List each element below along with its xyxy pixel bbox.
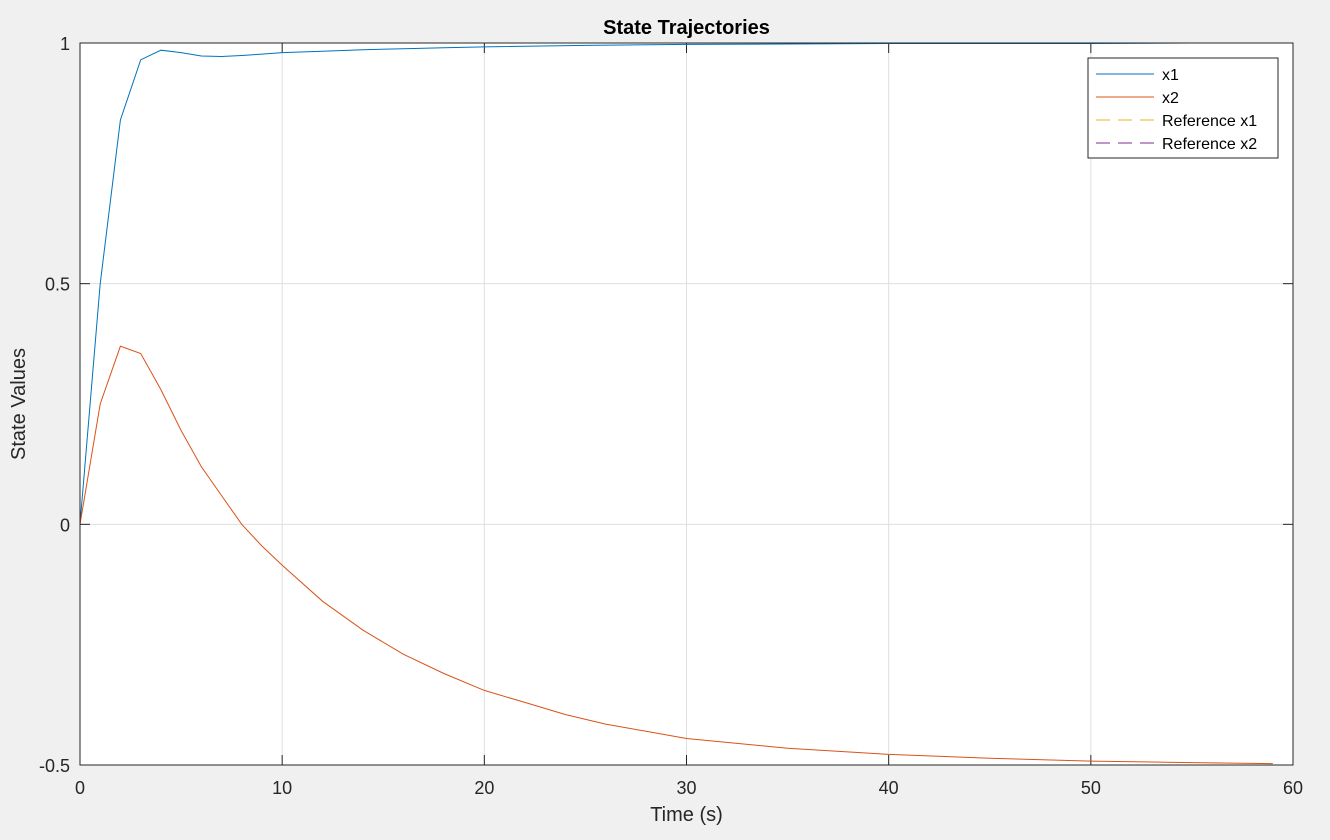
x-tick-label: 50: [1081, 778, 1101, 798]
y-tick-label: 0: [60, 515, 70, 535]
legend-entry-label: Reference x1: [1162, 113, 1257, 130]
series-line-x2: [79, 345, 1273, 765]
x-axis-label: Time (s): [650, 804, 723, 826]
x-tick-label: 0: [75, 778, 85, 798]
legend-entry-label: Reference x2: [1162, 136, 1257, 153]
x-tick-label: 60: [1283, 778, 1303, 798]
legend-entry-label: x1: [1162, 67, 1179, 84]
y-tick-label: 0.5: [45, 275, 70, 295]
x-tick-label: 30: [676, 778, 696, 798]
x-tick-label: 20: [474, 778, 494, 798]
x-tick-label: 40: [879, 778, 899, 798]
chart-title: State Trajectories: [603, 17, 770, 39]
legend: x1 x2 Reference x1 Reference x2: [1087, 57, 1279, 159]
y-axis-label: State Values: [8, 348, 30, 460]
legend-box: [1087, 57, 1279, 159]
tick-labels: 0 10 20 30 40 50 60-0.500.51: [39, 34, 1303, 798]
x-tick-label: 10: [272, 778, 292, 798]
axes-box: [79, 42, 1294, 766]
y-tick-label: -0.5: [39, 756, 70, 776]
y-tick-label: 1: [60, 34, 70, 54]
legend-entry-label: x2: [1162, 90, 1179, 107]
